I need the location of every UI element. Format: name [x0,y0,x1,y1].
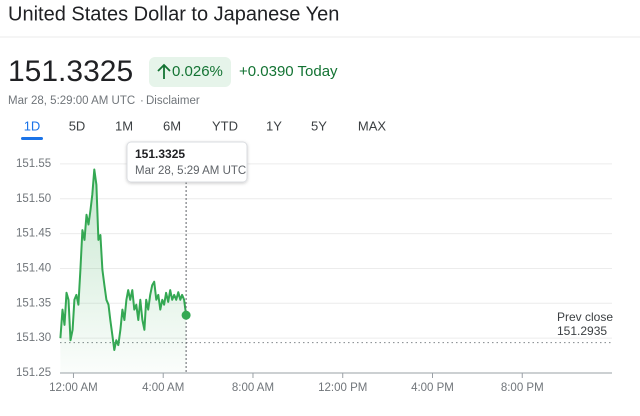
range-tab[interactable]: 1M [115,118,133,133]
tooltip [126,141,248,183]
change: +0.0390 Today [239,63,338,80]
range-tab[interactable]: MAX [358,118,387,133]
y-tick-label: 151.50 [16,193,51,205]
range-tabs: 1D 5D 1M 6M YTD 1Y 5Y MAX [21,118,386,140]
prev-close-value: 151.2935 [557,324,607,338]
tooltip-time: Mar 28, 5:29 AM UTC [135,165,246,177]
timestamp: Mar 28, 5:29:00 AM UTC [8,95,135,107]
y-tick-label: 151.25 [16,367,51,379]
price-line [59,168,188,351]
tab-underline [21,137,43,140]
change-percent: 0.026% [172,63,223,80]
x-tick-label: 4:00 PM [411,382,454,394]
x-tick-label: 8:00 AM [232,382,274,394]
range-tab[interactable]: 1D [24,118,41,133]
area [60,169,187,373]
range-tab[interactable]: 1Y [266,118,282,133]
current-point [181,310,191,320]
y-tick-label: 151.55 [16,158,51,170]
prev-close-label: Prev close [557,310,613,324]
x-tick-label: 8:00 PM [501,382,544,394]
y-tick-label: 151.35 [16,297,51,309]
tooltip-price: 151.3325 [135,147,185,161]
range-tab[interactable]: 5D [69,118,86,133]
y-tick-label: 151.40 [16,262,51,274]
y-tick-label: 151.30 [16,332,51,344]
up-arrow [157,63,171,79]
range-tab[interactable]: 5Y [311,118,327,133]
range-tab[interactable]: YTD [212,118,238,133]
price: 151.3325 [8,55,133,88]
chart: 151.25 151.30 151.35 151.40 151.45 151.50 151.… [16,141,613,394]
y-tick-label: 151.45 [16,228,51,240]
separator: · [140,95,144,107]
change-badge [149,57,231,87]
x-tick-label: 12:00 PM [318,382,367,394]
x-tick-label: 4:00 AM [142,382,184,394]
title: United States Dollar to Japanese Yen [8,3,339,25]
range-tab[interactable]: 6M [163,118,181,133]
disclaimer[interactable]: Disclaimer [146,95,200,107]
x-tick-label: 12:00 AM [49,382,98,394]
